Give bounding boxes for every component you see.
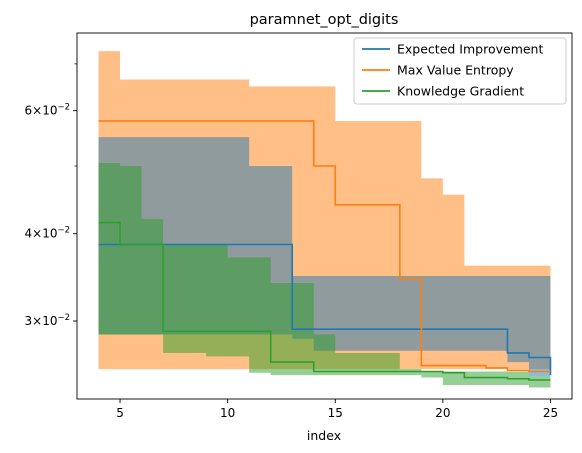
- legend-label: Expected Improvement: [397, 42, 543, 57]
- y-axis-ticks: 3×10−2 4×10−2 6×10−2: [25, 63, 77, 328]
- x-axis-ticks: 5 10 15 20 25: [116, 399, 558, 420]
- plot-frame: [76, 32, 573, 400]
- legend: Expected Improvement Max Value Entropy Kno…: [353, 37, 567, 105]
- y-tick-label: 3×10−2: [25, 313, 71, 328]
- line-expected-improvement: [98, 243, 552, 376]
- series-lines: [98, 120, 552, 381]
- x-axis-label: index: [307, 428, 341, 443]
- line-max-value-entropy: [98, 120, 551, 373]
- legend-box: [353, 37, 567, 105]
- legend-label: Max Value Entropy: [397, 63, 514, 78]
- y-tick-label: 6×10−2: [25, 103, 71, 118]
- legend-label: Knowledge Gradient: [397, 84, 524, 99]
- x-tick-label: 25: [543, 406, 558, 420]
- line-knowledge-gradient: [98, 221, 551, 381]
- x-tick-label: 10: [220, 406, 235, 420]
- x-tick-label: 15: [328, 406, 343, 420]
- x-tick-label: 20: [435, 406, 450, 420]
- x-tick-label: 5: [116, 406, 124, 420]
- chart-title: paramnet_opt_digits: [250, 12, 399, 28]
- y-tick-label: 4×10−2: [25, 226, 71, 241]
